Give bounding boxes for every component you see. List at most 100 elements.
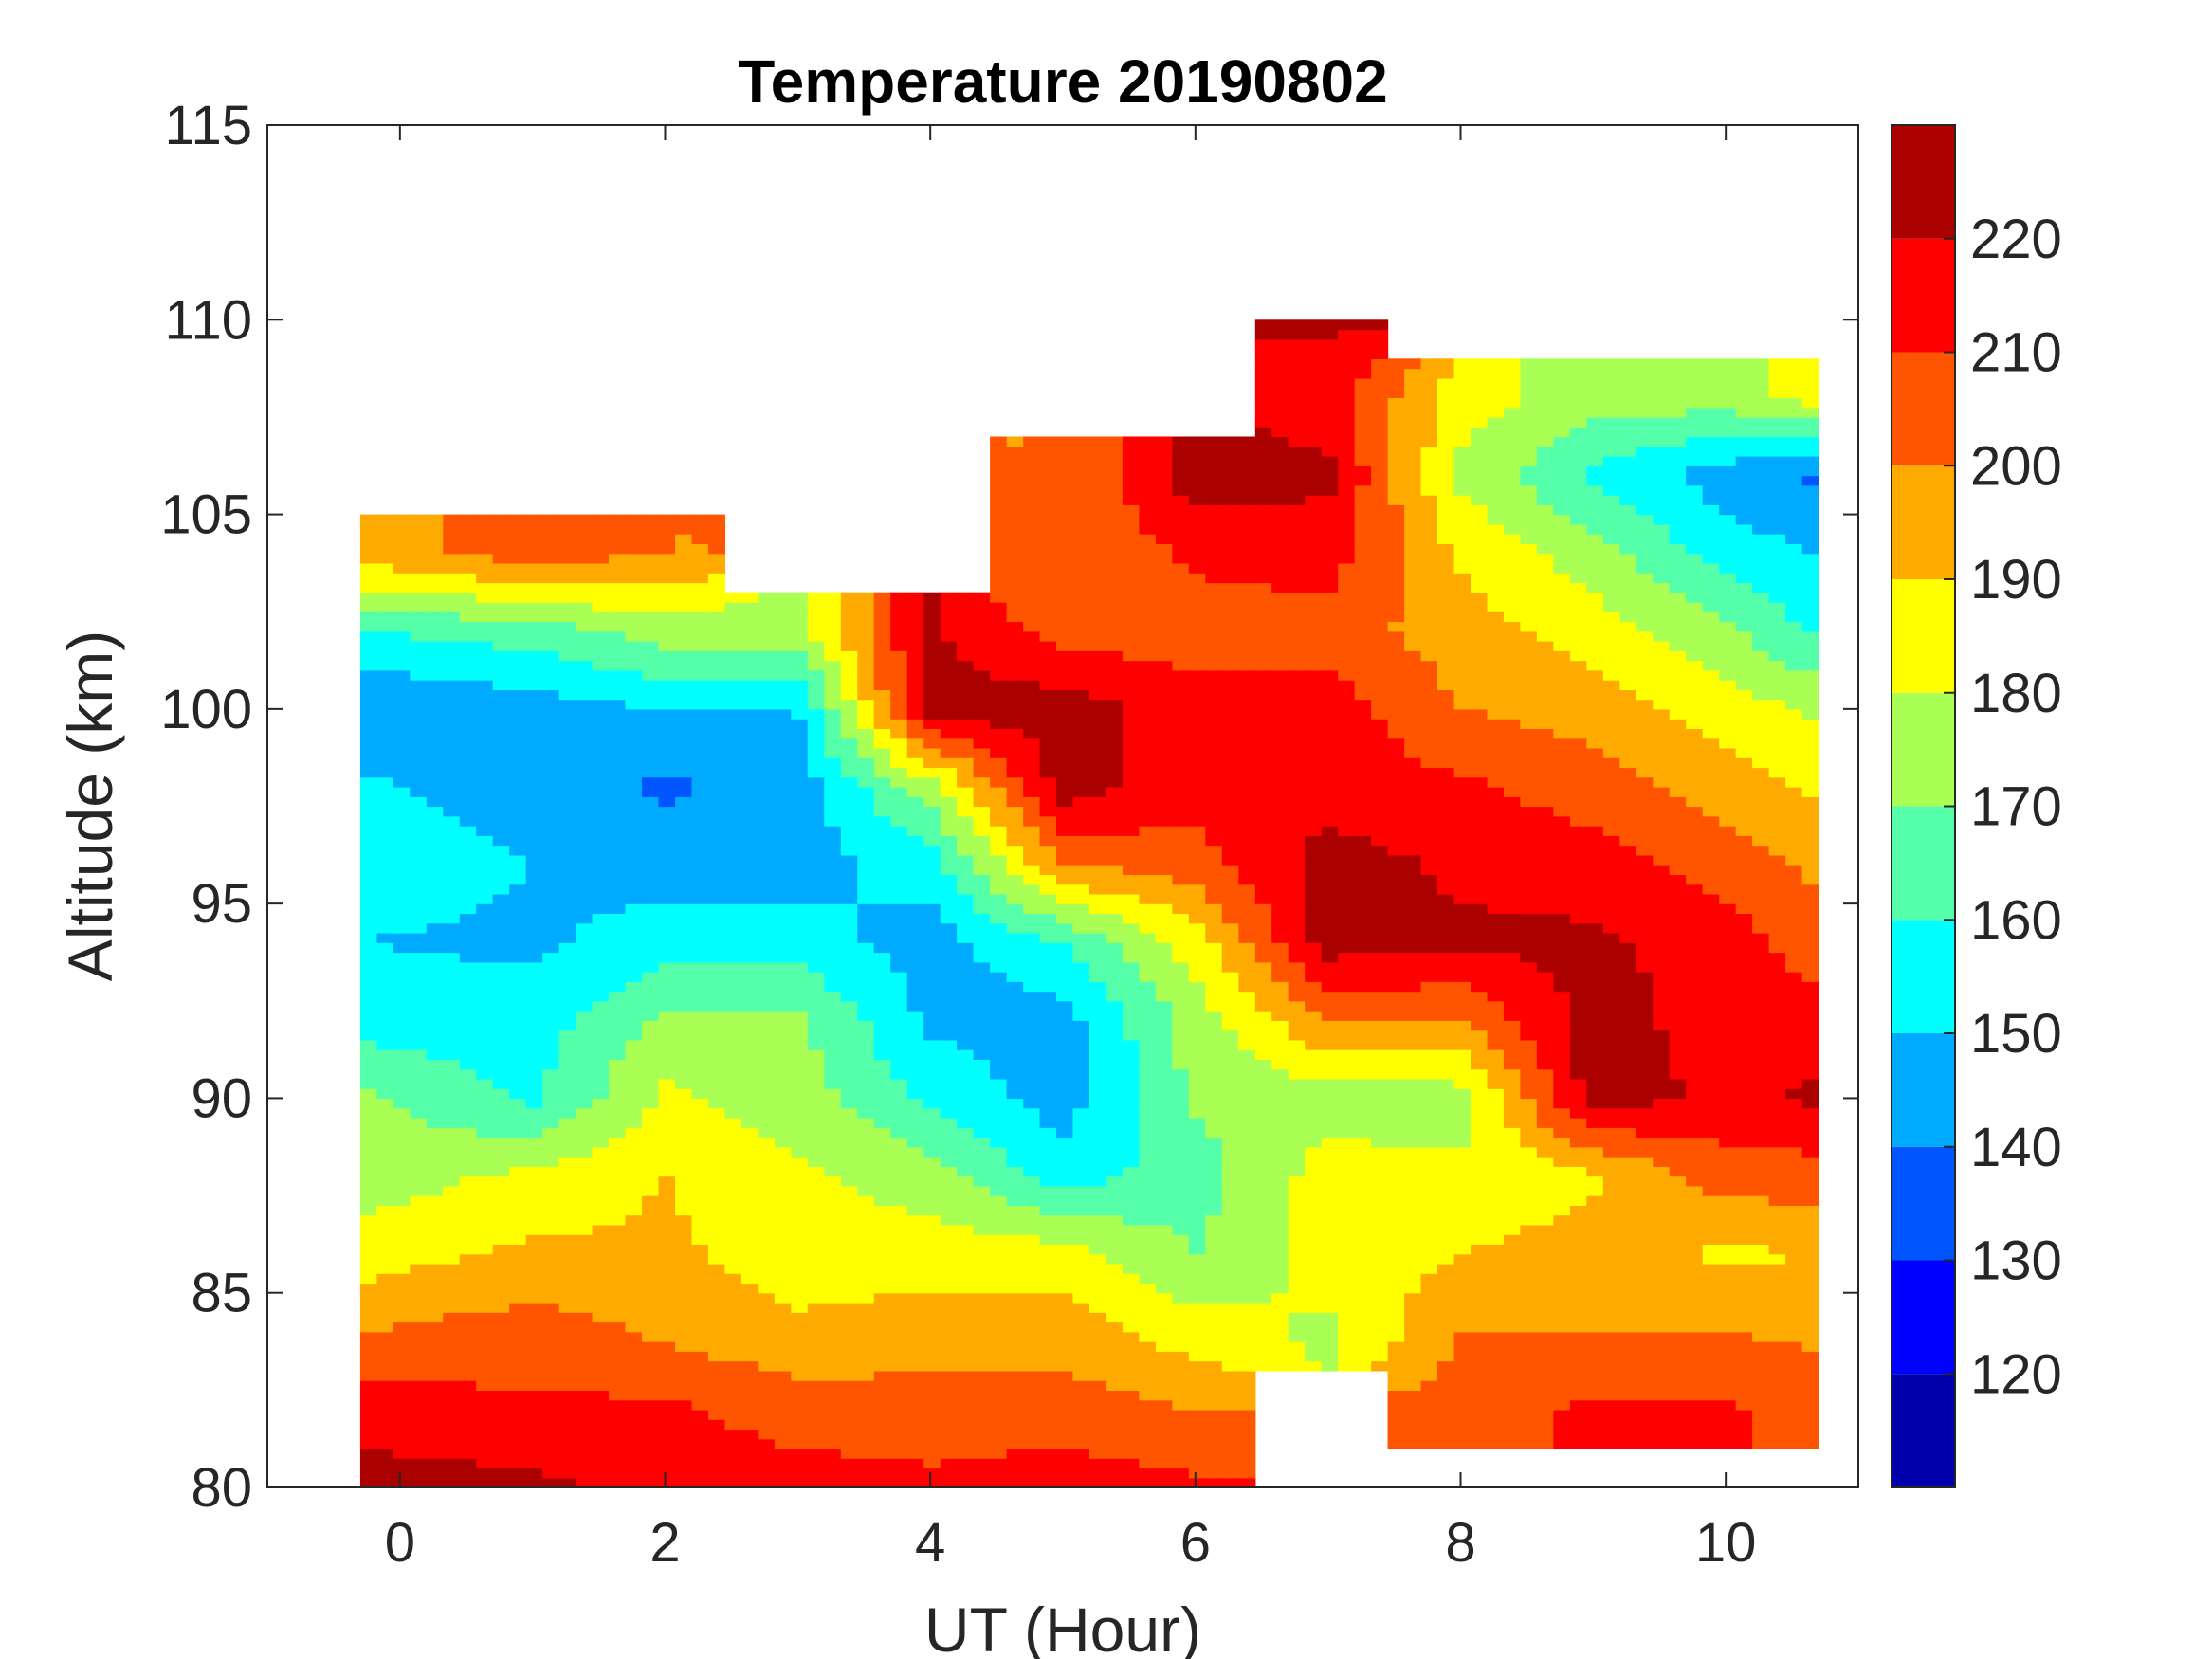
heat-cell [675, 601, 693, 612]
heat-cell [791, 942, 809, 954]
heat-cell [525, 1157, 543, 1167]
heat-cell [906, 601, 924, 612]
heat-cell [1006, 484, 1024, 496]
heat-cell [675, 621, 693, 632]
heat-cell [824, 1303, 842, 1313]
heat-cell [1023, 1429, 1041, 1440]
heat-cell [376, 884, 394, 895]
heat-cell [509, 689, 527, 701]
heat-cell [443, 747, 461, 758]
heat-cell [906, 1049, 924, 1060]
heat-cell [359, 747, 377, 758]
heat-cell [1056, 1000, 1074, 1012]
heat-cell [824, 1273, 842, 1285]
heat-cell [890, 1107, 908, 1119]
heat-cell [658, 669, 676, 681]
heat-cell [1072, 738, 1090, 749]
heat-cell [410, 708, 428, 720]
heat-cell [857, 1263, 875, 1274]
heat-cell [492, 1351, 510, 1362]
heat-cell [973, 1157, 991, 1167]
heat-cell [1023, 1360, 1041, 1372]
heat-cell [393, 1098, 411, 1109]
heat-cell [625, 738, 643, 749]
heat-cell [890, 699, 908, 710]
heat-cell [1089, 1039, 1107, 1050]
heat-cell [592, 776, 610, 788]
heat-cell [476, 573, 494, 584]
heat-cell [691, 582, 709, 593]
heat-cell [807, 1157, 825, 1167]
heat-cell [359, 815, 377, 827]
heat-cell [525, 1390, 543, 1401]
heat-cell [658, 553, 676, 564]
heat-cell [410, 1137, 428, 1148]
heat-cell [1139, 1146, 1157, 1158]
heat-cell [426, 592, 444, 603]
heat-cell [576, 660, 594, 671]
heat-cell [459, 1263, 477, 1274]
heat-cell [1056, 484, 1074, 496]
heat-cell [1089, 1312, 1107, 1323]
heat-cell [1172, 708, 1190, 720]
heat-cell [1006, 1429, 1024, 1440]
heat-cell [857, 1419, 875, 1431]
heat-cell [940, 922, 958, 934]
heat-cell [1172, 669, 1190, 681]
heat-cell [558, 1205, 576, 1216]
heat-cell [791, 787, 809, 797]
heat-cell [642, 865, 660, 875]
heat-cell [890, 1303, 908, 1313]
heat-cell [1139, 1419, 1157, 1431]
heat-cell [625, 991, 643, 1002]
heat-cell [906, 1390, 924, 1401]
heat-cell [376, 1341, 394, 1352]
heat-cell [509, 1068, 527, 1080]
heat-cell [1139, 1303, 1157, 1313]
heat-cell [1172, 484, 1190, 496]
heat-cell [658, 1351, 676, 1362]
heat-cell [940, 874, 958, 885]
heat-cell [857, 1341, 875, 1352]
heat-cell [509, 1098, 527, 1109]
heat-cell [1089, 1273, 1107, 1285]
heat-cell [1139, 436, 1157, 447]
heat-cell [675, 1059, 693, 1070]
heat-cell [807, 1088, 825, 1100]
heat-cell [973, 1303, 991, 1313]
heat-cell [691, 1118, 709, 1128]
heat-cell [990, 1146, 1008, 1158]
heat-cell [1122, 611, 1140, 623]
heat-cell [1122, 1253, 1140, 1265]
heat-cell [1155, 884, 1173, 895]
heat-cell [576, 1477, 594, 1488]
heat-cell [625, 611, 643, 623]
heat-cell [691, 1000, 709, 1012]
heat-cell [774, 815, 792, 827]
heat-cell [840, 845, 858, 856]
heat-cell [1106, 1234, 1124, 1245]
heat-cell [890, 689, 908, 701]
heat-cell [957, 787, 975, 797]
heat-cell [1139, 972, 1157, 982]
heat-cell [840, 952, 858, 963]
heat-cell [724, 815, 742, 827]
heat-cell [1155, 1068, 1173, 1080]
heat-cell [1023, 952, 1041, 963]
heat-cell [1056, 728, 1074, 739]
heat-cell [609, 1039, 627, 1050]
heat-cell [1172, 835, 1190, 847]
heat-cell [840, 1360, 858, 1372]
heat-cell [840, 1322, 858, 1333]
heat-cell [724, 1176, 742, 1187]
heat-cell [691, 815, 709, 827]
heat-cell [476, 845, 494, 856]
heat-cell [376, 1312, 394, 1323]
heat-cell [576, 1137, 594, 1148]
heat-cell [957, 747, 975, 758]
heat-cell [774, 1127, 792, 1139]
heat-cell [923, 1341, 941, 1352]
heat-cell [758, 865, 776, 875]
heat-cell [1122, 835, 1140, 847]
heat-cell [824, 680, 842, 690]
